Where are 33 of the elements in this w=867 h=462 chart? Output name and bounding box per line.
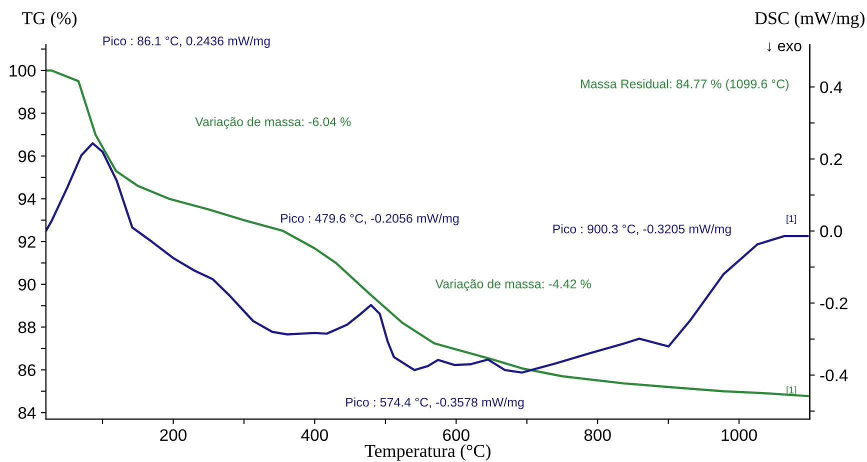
annotation: [1] <box>786 214 796 224</box>
x-tick-label: 200 <box>160 429 187 441</box>
y2-tick-label: 0.2 <box>820 153 842 166</box>
x-tick-label: 600 <box>443 429 470 441</box>
y2-axis-title: DSC (mW/mg) <box>754 12 864 28</box>
line-series <box>46 69 810 398</box>
line-series <box>46 142 809 374</box>
y2-tick-label: -0.2 <box>820 297 848 310</box>
y-tick-label: 84 <box>18 407 36 419</box>
annotation: Pico : 900.3 °C, -0.3205 mW/mg <box>553 224 731 236</box>
annotation: Pico : 574.4 °C, -0.3578 mW/mg <box>346 398 524 410</box>
y-tick-label: 92 <box>18 236 36 248</box>
y2-tick-label: -0.4 <box>820 369 848 382</box>
y-tick-label: 98 <box>18 108 36 120</box>
x-tick-label: 400 <box>301 429 328 441</box>
y-tick-label: 86 <box>18 364 36 376</box>
annotation: Variação de massa: -4.42 % <box>435 279 591 291</box>
x-tick-label: 800 <box>584 429 611 441</box>
x-tick-label: 1000 <box>722 429 757 441</box>
annotation: ↓ exo <box>767 42 802 52</box>
y-tick-label: 90 <box>18 278 36 291</box>
y-tick-label: 96 <box>18 150 36 162</box>
x-axis-title: Temperatura (°C) <box>364 444 490 461</box>
y-axis-title: TG (%) <box>22 12 77 28</box>
annotation: Massa Residual: 84.77 % (1099.6 °C) <box>581 79 789 91</box>
y2-tick-label: 0.0 <box>820 225 842 238</box>
annotation: Variação de massa: -6.04 % <box>195 117 351 129</box>
y-tick-label: 100 <box>10 64 36 77</box>
annotation: Pico : 479.6 °C, -0.2056 mW/mg <box>281 214 459 226</box>
annotation: Pico : 86.1 °C, 0.2436 mW/mg <box>103 36 270 48</box>
y-tick-label: 94 <box>18 193 36 205</box>
y2-tick-label: 0.4 <box>820 81 842 94</box>
y-tick-label: 88 <box>18 321 36 334</box>
